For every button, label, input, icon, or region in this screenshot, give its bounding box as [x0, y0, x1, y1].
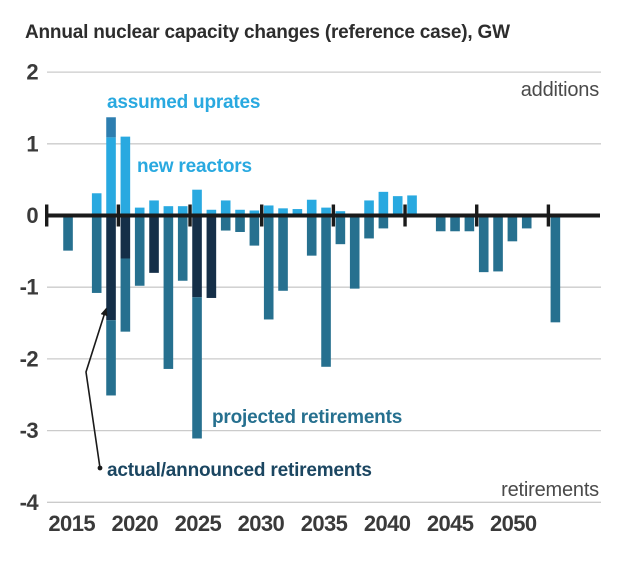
y-axis-label--1: -1 [20, 275, 39, 300]
bar-2042-projected-retirements [435, 215, 446, 232]
bar-2028-projected-retirements [235, 215, 245, 232]
annotation-new-reactors: new reactors [137, 156, 252, 177]
annotation-actual-announced-retirements: actual/announced retirements [107, 460, 372, 481]
retirements-side-label: retirements [501, 479, 599, 501]
bar-2021-new-reactors [134, 207, 145, 216]
chart-title: Annual nuclear capacity changes (referen… [25, 22, 510, 43]
bar-2019-assumed-uprates [106, 117, 116, 138]
bar-2035-projected-retirements [335, 215, 346, 245]
x-axis [45, 204, 600, 227]
x-axis-label-2035: 2035 [301, 511, 348, 536]
bar-2039-new-reactors [392, 196, 403, 216]
annotation-assumed-uprates: assumed uprates [107, 92, 260, 113]
bar-2037-projected-retirements [364, 215, 374, 239]
bar-2033-new-reactors [306, 199, 317, 216]
bar-2022-actual-announced-retirements [149, 215, 159, 273]
bar-2027-projected-retirements [220, 215, 231, 231]
bar-2032-new-reactors [292, 209, 303, 216]
bar-2038-new-reactors [378, 191, 389, 216]
bar-2038-projected-retirements [378, 215, 389, 229]
bar-2020-projected-retirements [120, 258, 131, 332]
bar-2036-projected-retirements [349, 215, 360, 289]
bar-2026-new-reactors [206, 209, 217, 216]
x-axis-label-2045: 2045 [427, 511, 474, 536]
bar-2035-new-reactors [335, 211, 346, 216]
bar-2029-new-reactors [249, 210, 260, 216]
bar-2044-projected-retirements [464, 215, 475, 232]
bar-2018-new-reactors [91, 193, 102, 216]
bar-2031-projected-retirements [278, 215, 288, 291]
bar-2030-new-reactors [263, 205, 274, 216]
bar-2021-projected-retirements [134, 215, 145, 286]
bar-2048-projected-retirements [521, 215, 532, 229]
bar-2025-new-reactors [192, 189, 202, 216]
bar-2024-projected-retirements [177, 215, 188, 281]
bar-2022-new-reactors [149, 200, 159, 216]
x-axis-label-2050: 2050 [490, 511, 537, 536]
bar-2023-new-reactors [163, 206, 174, 216]
bar-2024-new-reactors [177, 206, 188, 216]
x-axis-label-2025: 2025 [175, 511, 222, 536]
bar-2031-new-reactors [278, 208, 288, 216]
bar-2018-projected-retirements [91, 215, 102, 293]
arrow-start-dot [97, 465, 103, 471]
bar-2033-projected-retirements [306, 215, 317, 256]
bar-2025-projected-retirements [192, 297, 202, 439]
y-axis-label-0: 0 [26, 203, 38, 228]
bar-2028-new-reactors [235, 209, 245, 216]
bar-2034-projected-retirements [321, 215, 331, 367]
x-axis-label-2040: 2040 [364, 511, 411, 536]
bar-2020-actual-announced-retirements [120, 215, 131, 259]
y-axis-label--4: -4 [20, 490, 40, 515]
annotations: assumed uprates new reactors projected r… [85, 79, 599, 501]
bar-2037-new-reactors [364, 200, 374, 216]
y-axis-label--3: -3 [20, 418, 39, 443]
x-axis-labels: 2015 2020 2025 2030 2035 2040 2045 2050 [48, 511, 537, 536]
bar-2023-projected-retirements [163, 215, 174, 369]
bar-2019-projected-retirements [106, 320, 116, 396]
annotation-projected-retirements: projected retirements [212, 407, 402, 428]
bar-2016-projected-retirements [63, 215, 73, 251]
bar-2045-projected-retirements [478, 215, 489, 273]
bar-2034-new-reactors [321, 207, 331, 216]
bar-2020-new-reactors [120, 136, 131, 216]
x-axis-label-2015: 2015 [48, 511, 95, 536]
y-axis-label-1: 1 [26, 131, 38, 156]
bar-2019-actual-announced-retirements [106, 215, 116, 321]
bar-2019-new-reactors [106, 137, 116, 216]
bar-2025-actual-announced-retirements [192, 215, 202, 298]
y-axis-label--2: -2 [20, 346, 39, 371]
y-axis-labels: 2 1 0 -1 -2 -3 -4 [20, 60, 40, 515]
bar-2047-projected-retirements [507, 215, 518, 242]
actual-announced-arrow [85, 307, 108, 469]
bar-2026-actual-announced-retirements [206, 215, 217, 298]
bar-2050-projected-retirements [550, 215, 561, 323]
x-axis-label-2020: 2020 [112, 511, 159, 536]
bar-2046-projected-retirements [493, 215, 503, 272]
bar-2027-new-reactors [220, 200, 231, 216]
bar-2030-projected-retirements [263, 215, 274, 320]
additions-side-label: additions [521, 79, 599, 101]
bars [63, 117, 561, 439]
bar-2043-projected-retirements [450, 215, 460, 232]
x-axis-label-2030: 2030 [238, 511, 285, 536]
y-axis-label-2: 2 [26, 60, 38, 85]
bar-2029-projected-retirements [249, 215, 260, 246]
bar-2040-new-reactors [407, 195, 417, 216]
